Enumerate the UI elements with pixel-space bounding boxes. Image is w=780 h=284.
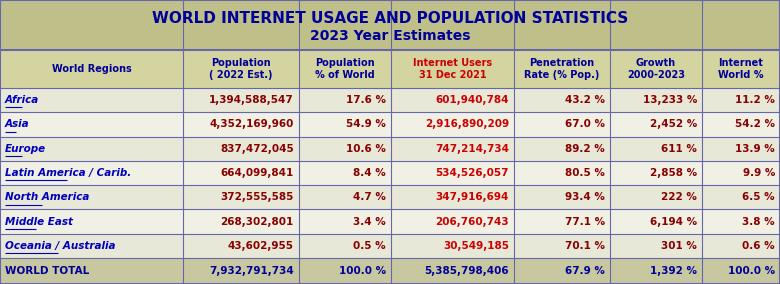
- Text: 0.5 %: 0.5 %: [353, 241, 386, 251]
- Text: 11.2 %: 11.2 %: [735, 95, 775, 105]
- Bar: [0, 112, 780, 137]
- Text: 3.4 %: 3.4 %: [353, 217, 386, 227]
- Text: Penetration
Rate (% Pop.): Penetration Rate (% Pop.): [524, 58, 600, 80]
- Text: 4,352,169,960: 4,352,169,960: [209, 120, 294, 130]
- Text: WORLD TOTAL: WORLD TOTAL: [5, 266, 89, 276]
- Text: 2,858 %: 2,858 %: [650, 168, 697, 178]
- Text: 534,526,057: 534,526,057: [435, 168, 509, 178]
- Text: 9.9 %: 9.9 %: [743, 168, 775, 178]
- Bar: [0, 0, 780, 50]
- Text: 747,214,734: 747,214,734: [435, 144, 509, 154]
- Text: 837,472,045: 837,472,045: [220, 144, 294, 154]
- Text: Europe: Europe: [5, 144, 46, 154]
- Text: 347,916,694: 347,916,694: [436, 192, 509, 202]
- Text: 67.9 %: 67.9 %: [565, 266, 605, 276]
- Text: Oceania / Australia: Oceania / Australia: [5, 241, 115, 251]
- Text: 2,916,890,209: 2,916,890,209: [425, 120, 509, 130]
- Text: 4.7 %: 4.7 %: [353, 192, 386, 202]
- Text: North America: North America: [5, 192, 90, 202]
- Text: 43,602,955: 43,602,955: [228, 241, 294, 251]
- Text: 268,302,801: 268,302,801: [221, 217, 294, 227]
- Bar: [0, 161, 780, 185]
- Text: 77.1 %: 77.1 %: [565, 217, 605, 227]
- Text: 611 %: 611 %: [661, 144, 697, 154]
- Text: 89.2 %: 89.2 %: [566, 144, 605, 154]
- Text: 80.5 %: 80.5 %: [565, 168, 605, 178]
- Text: Latin America / Carib.: Latin America / Carib.: [5, 168, 131, 178]
- Text: 100.0 %: 100.0 %: [728, 266, 775, 276]
- Text: 7,932,791,734: 7,932,791,734: [209, 266, 294, 276]
- Text: 1,392 %: 1,392 %: [650, 266, 697, 276]
- Text: 54.2 %: 54.2 %: [735, 120, 775, 130]
- Text: 206,760,743: 206,760,743: [435, 217, 509, 227]
- Text: 3.8 %: 3.8 %: [743, 217, 775, 227]
- Text: 664,099,841: 664,099,841: [221, 168, 294, 178]
- Text: 30,549,185: 30,549,185: [443, 241, 509, 251]
- Text: 0.6 %: 0.6 %: [743, 241, 775, 251]
- Bar: [0, 234, 780, 258]
- Text: 67.0 %: 67.0 %: [565, 120, 605, 130]
- Text: Middle East: Middle East: [5, 217, 73, 227]
- Text: 2,452 %: 2,452 %: [650, 120, 697, 130]
- Bar: [0, 88, 780, 112]
- Text: 5,385,798,406: 5,385,798,406: [424, 266, 509, 276]
- Text: 10.6 %: 10.6 %: [346, 144, 386, 154]
- Text: 6,194 %: 6,194 %: [650, 217, 697, 227]
- Text: 17.6 %: 17.6 %: [346, 95, 386, 105]
- Bar: [0, 50, 780, 88]
- Bar: [0, 258, 780, 284]
- Text: 100.0 %: 100.0 %: [339, 266, 386, 276]
- Text: 70.1 %: 70.1 %: [565, 241, 605, 251]
- Text: Growth
2000-2023: Growth 2000-2023: [627, 58, 685, 80]
- Text: 222 %: 222 %: [661, 192, 697, 202]
- Bar: [0, 137, 780, 161]
- Text: World Regions: World Regions: [51, 64, 132, 74]
- Text: 372,555,585: 372,555,585: [221, 192, 294, 202]
- Text: Asia: Asia: [5, 120, 30, 130]
- Text: 301 %: 301 %: [661, 241, 697, 251]
- Text: 13.9 %: 13.9 %: [736, 144, 775, 154]
- Text: 1,394,588,547: 1,394,588,547: [209, 95, 294, 105]
- Text: Population
% of World: Population % of World: [315, 58, 374, 80]
- Text: Internet
World %: Internet World %: [718, 58, 764, 80]
- Text: 54.9 %: 54.9 %: [346, 120, 386, 130]
- Text: 6.5 %: 6.5 %: [743, 192, 775, 202]
- Text: Population
( 2022 Est.): Population ( 2022 Est.): [209, 58, 273, 80]
- Bar: [0, 185, 780, 209]
- Text: 13,233 %: 13,233 %: [643, 95, 697, 105]
- Text: 43.2 %: 43.2 %: [565, 95, 605, 105]
- Text: 93.4 %: 93.4 %: [565, 192, 605, 202]
- Bar: [0, 209, 780, 234]
- Text: WORLD INTERNET USAGE AND POPULATION STATISTICS: WORLD INTERNET USAGE AND POPULATION STAT…: [152, 11, 628, 26]
- Text: 601,940,784: 601,940,784: [435, 95, 509, 105]
- Text: Internet Users
31 Dec 2021: Internet Users 31 Dec 2021: [413, 58, 492, 80]
- Text: 8.4 %: 8.4 %: [353, 168, 386, 178]
- Text: 2023 Year Estimates: 2023 Year Estimates: [310, 29, 470, 43]
- Text: Africa: Africa: [5, 95, 39, 105]
